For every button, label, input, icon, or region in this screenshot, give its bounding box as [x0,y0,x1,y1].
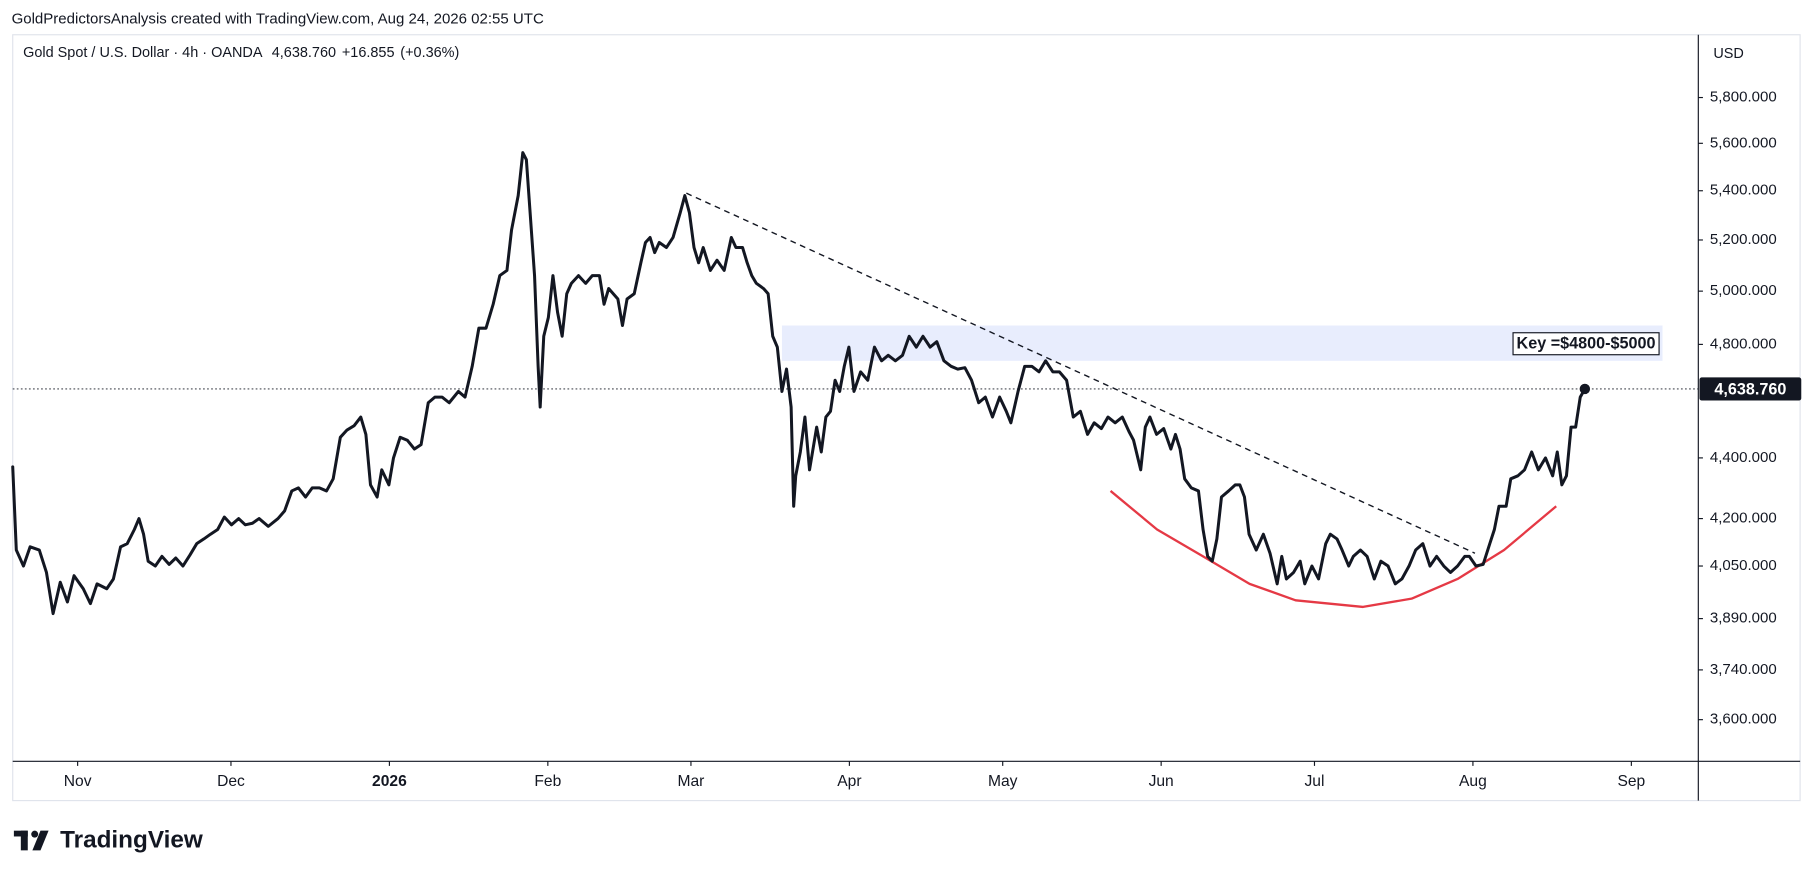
key-zone-label: Key =$4800-$5000 [1517,335,1656,353]
y-tick-label: 4,200.000 [1710,510,1777,527]
last-point [1579,383,1591,395]
x-tick-label: Nov [64,773,92,790]
x-tick-label: Jul [1304,773,1324,790]
currency: USD [1713,46,1744,62]
y-tick-label: 5,400.000 [1710,182,1777,199]
x-tick-label: Aug [1459,773,1487,790]
y-tick-label: 5,000.000 [1710,282,1777,299]
price-line [11,151,1587,616]
x-tick-label: 2026 [372,773,407,790]
y-tick-label: 4,400.000 [1710,449,1777,466]
x-tick-label: Sep [1617,773,1645,790]
legend-change: +16.855 [342,45,395,61]
x-tick-label: Dec [217,773,245,790]
x-tick-label: Apr [837,773,861,790]
x-tick-label: Mar [678,773,705,790]
last-price-box [1699,377,1802,401]
legend-symbol: Gold Spot / U.S. Dollar · 4h · OANDA [23,45,263,61]
brand: TradingView [60,827,203,854]
logo-slash [32,830,49,851]
y-tick-label: 3,740.000 [1710,661,1777,678]
brand-logo [13,830,49,851]
logo-dot [31,830,39,838]
logo-stem [20,830,28,851]
y-tick-label: 3,890.000 [1710,610,1777,627]
y-tick-label: 4,050.000 [1710,557,1777,574]
y-tick-label: 5,600.000 [1710,134,1777,151]
last-price-label: 4,638.760 [1714,380,1786,398]
y-tick-label: 5,800.000 [1710,89,1777,106]
x-tick-label: Jun [1149,773,1174,790]
y-tick-label: 4,800.000 [1710,335,1777,352]
header: GoldPredictorsAnalysis created with Trad… [12,11,544,28]
frame [12,34,1801,802]
x-tick-label: Feb [534,773,561,790]
legend-price: 4,638.760 [272,45,336,61]
y-tick-label: 5,200.000 [1710,231,1777,248]
key-zone-label-box [1512,332,1660,356]
x-tick-label: May [988,773,1018,790]
y-tick-label: 3,600.000 [1710,711,1777,728]
legend-change-percent: (+0.36%) [400,45,459,61]
trendline [686,192,1476,554]
